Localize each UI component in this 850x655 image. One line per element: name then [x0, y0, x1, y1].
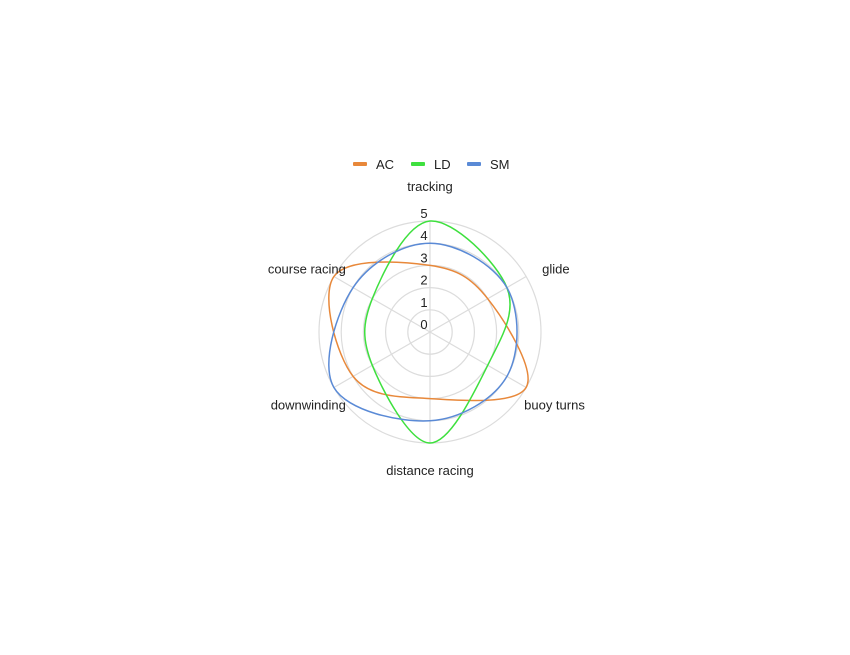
legend-label: LD [434, 157, 451, 172]
legend-swatch-ld [411, 162, 425, 166]
axis-labels: tracking glide buoy turns distance racing do… [268, 179, 586, 478]
legend-label: AC [376, 157, 394, 172]
axis-label: course racing [268, 262, 346, 277]
grid [318, 220, 542, 444]
axis-label: tracking [407, 179, 453, 194]
tick-label: 3 [420, 250, 427, 265]
series-line-sm [328, 242, 518, 422]
axis-label: distance racing [386, 463, 473, 478]
legend: AC LD SM [353, 157, 510, 172]
legend-swatch-sm [467, 162, 481, 166]
axis-label: downwinding [271, 398, 346, 413]
series-group [328, 220, 529, 444]
axis-spoke [429, 275, 527, 333]
legend-swatch-ac [353, 162, 367, 166]
tick-labels: 0 1 2 3 4 5 [420, 206, 427, 332]
legend-label: SM [490, 157, 510, 172]
axis-label: buoy turns [524, 398, 585, 413]
tick-label: 0 [420, 317, 427, 332]
tick-label: 2 [420, 273, 427, 288]
axis-spoke [333, 275, 431, 333]
tick-label: 4 [420, 228, 427, 243]
series-line-ac [328, 261, 529, 402]
axis-spoke [333, 331, 431, 389]
tick-label: 1 [420, 295, 427, 310]
axis-label: glide [542, 262, 569, 277]
tick-label: 5 [420, 206, 427, 221]
axis-spoke [429, 331, 527, 389]
